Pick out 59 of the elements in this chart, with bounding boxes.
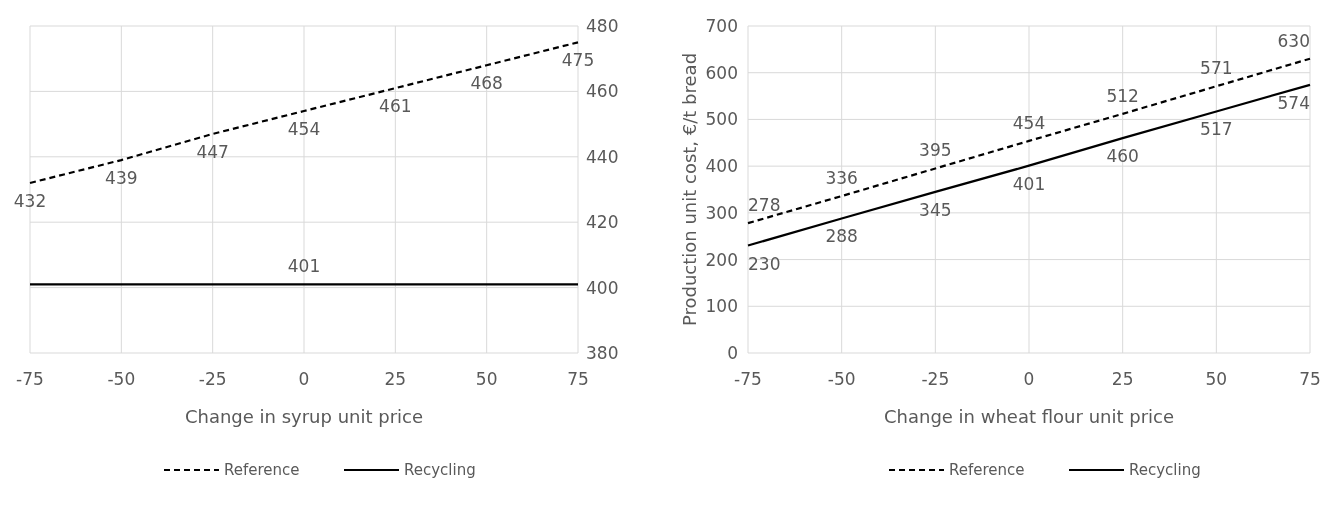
x-axis-title: Change in syrup unit price — [184, 406, 424, 427]
x-tick-label: 0 — [1023, 369, 1035, 389]
y-tick-label: 400 — [705, 156, 738, 177]
data-label: 345 — [919, 199, 952, 220]
x-tick-label: -25 — [921, 369, 950, 389]
data-label: 468 — [470, 73, 503, 94]
y2-tick-label: 440 — [586, 146, 619, 167]
data-label: 461 — [379, 96, 412, 117]
x-tick-label: 50 — [1205, 369, 1228, 389]
y-tick-label: 100 — [705, 296, 738, 317]
data-label: 395 — [919, 140, 952, 161]
legend-label: Recycling — [404, 461, 476, 479]
y2-tick-label: 480 — [586, 16, 619, 36]
data-label: 447 — [196, 141, 229, 162]
x-axis-title: Change in wheat flour unit price — [883, 406, 1175, 427]
data-label: 512 — [1106, 85, 1139, 106]
x-tick-label: 75 — [567, 369, 589, 389]
x-tick-label: -50 — [107, 369, 136, 389]
data-label: 439 — [105, 168, 138, 189]
y2-tick-label: 400 — [586, 277, 619, 298]
x-tick-label: 25 — [384, 369, 407, 389]
x-tick-label: -25 — [198, 369, 227, 389]
data-label: 432 — [13, 190, 47, 211]
y-tick-label: 300 — [705, 202, 738, 223]
data-label: 630 — [1277, 30, 1310, 51]
y2-tick-label: 460 — [586, 81, 619, 102]
data-label: 460 — [1106, 146, 1139, 167]
y-tick-label: 700 — [705, 16, 738, 36]
x-tick-label: -50 — [827, 369, 856, 389]
y-tick-label: 500 — [705, 109, 738, 130]
data-label: 454 — [287, 119, 321, 140]
data-label: 230 — [748, 253, 781, 274]
y2-tick-label: 380 — [586, 343, 619, 363]
legend-label: Reference — [224, 461, 300, 479]
x-tick-label: 50 — [475, 369, 498, 389]
x-tick-label: 0 — [298, 369, 310, 389]
line-series — [746, 83, 1312, 247]
data-label: 571 — [1200, 58, 1233, 79]
data-label: 401 — [287, 256, 321, 277]
data-label: 278 — [748, 195, 781, 216]
x-tick-label: 75 — [1299, 369, 1321, 389]
data-label: 475 — [561, 50, 595, 71]
legend-label: Recycling — [1129, 461, 1201, 479]
data-label: 517 — [1200, 119, 1233, 140]
y-tick-label: 0 — [727, 343, 738, 363]
line-series — [746, 57, 1312, 225]
data-label: 574 — [1277, 92, 1310, 113]
data-label: 288 — [825, 226, 858, 247]
data-label: 336 — [825, 168, 858, 189]
x-tick-label: -75 — [16, 369, 44, 389]
y-axis-title: Production unit cost, €/t bread — [679, 52, 700, 327]
data-label: 401 — [1012, 173, 1046, 194]
y-tick-label: 600 — [705, 62, 738, 83]
x-tick-label: -75 — [734, 369, 762, 389]
legend-label: Reference — [949, 461, 1025, 479]
data-label: 454 — [1012, 112, 1046, 133]
x-tick-label: 25 — [1111, 369, 1134, 389]
y2-tick-label: 420 — [586, 212, 619, 233]
y-tick-label: 200 — [705, 249, 738, 270]
